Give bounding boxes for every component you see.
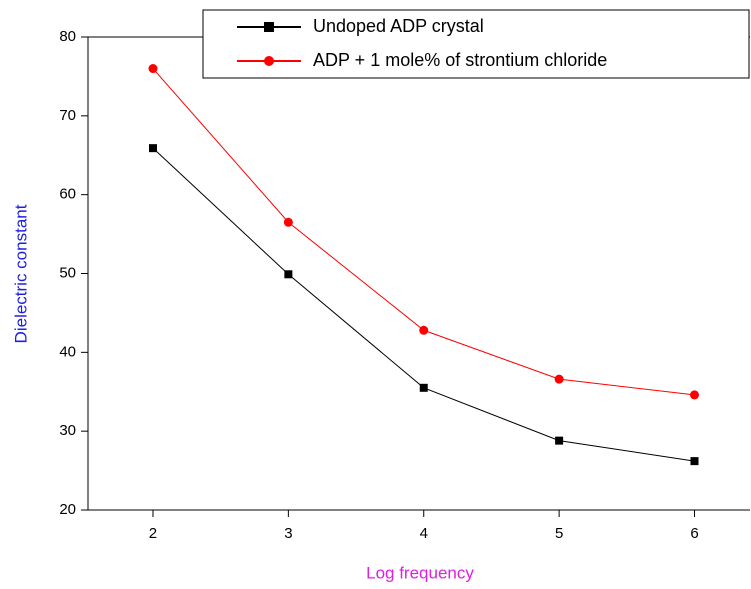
x-tick-label: 2	[149, 525, 157, 542]
data-point	[689, 390, 699, 400]
y-tick-label: 30	[59, 422, 76, 439]
x-tick-label: 5	[555, 525, 563, 542]
legend-label: Undoped ADP crystal	[313, 16, 484, 36]
series-line	[152, 147, 695, 462]
y-tick-label: 20	[59, 501, 76, 518]
series-line	[152, 68, 695, 396]
x-tick-label: 6	[690, 525, 698, 542]
data-point	[690, 457, 699, 466]
y-tick-label: 80	[59, 28, 76, 45]
legend-box	[202, 9, 750, 79]
data-point	[555, 436, 564, 445]
y-tick-label: 70	[59, 107, 76, 124]
data-point	[283, 217, 293, 227]
data-point	[148, 144, 157, 153]
data-point	[554, 374, 564, 384]
legend-marker	[264, 22, 274, 32]
data-point	[419, 325, 429, 335]
y-tick-label: 50	[59, 264, 76, 281]
legend-marker	[264, 56, 274, 66]
y-tick-label: 40	[59, 343, 76, 360]
x-tick-label: 3	[284, 525, 292, 542]
data-point	[284, 270, 293, 279]
data-point	[419, 383, 428, 392]
y-tick-label: 60	[59, 186, 76, 203]
x-axis-label: Log frequency	[366, 563, 474, 582]
x-tick-label: 4	[420, 525, 428, 542]
data-point	[148, 64, 158, 74]
y-axis-label: Dielectric constant	[11, 204, 30, 343]
legend-label: ADP + 1 mole% of strontium chloride	[313, 50, 607, 70]
